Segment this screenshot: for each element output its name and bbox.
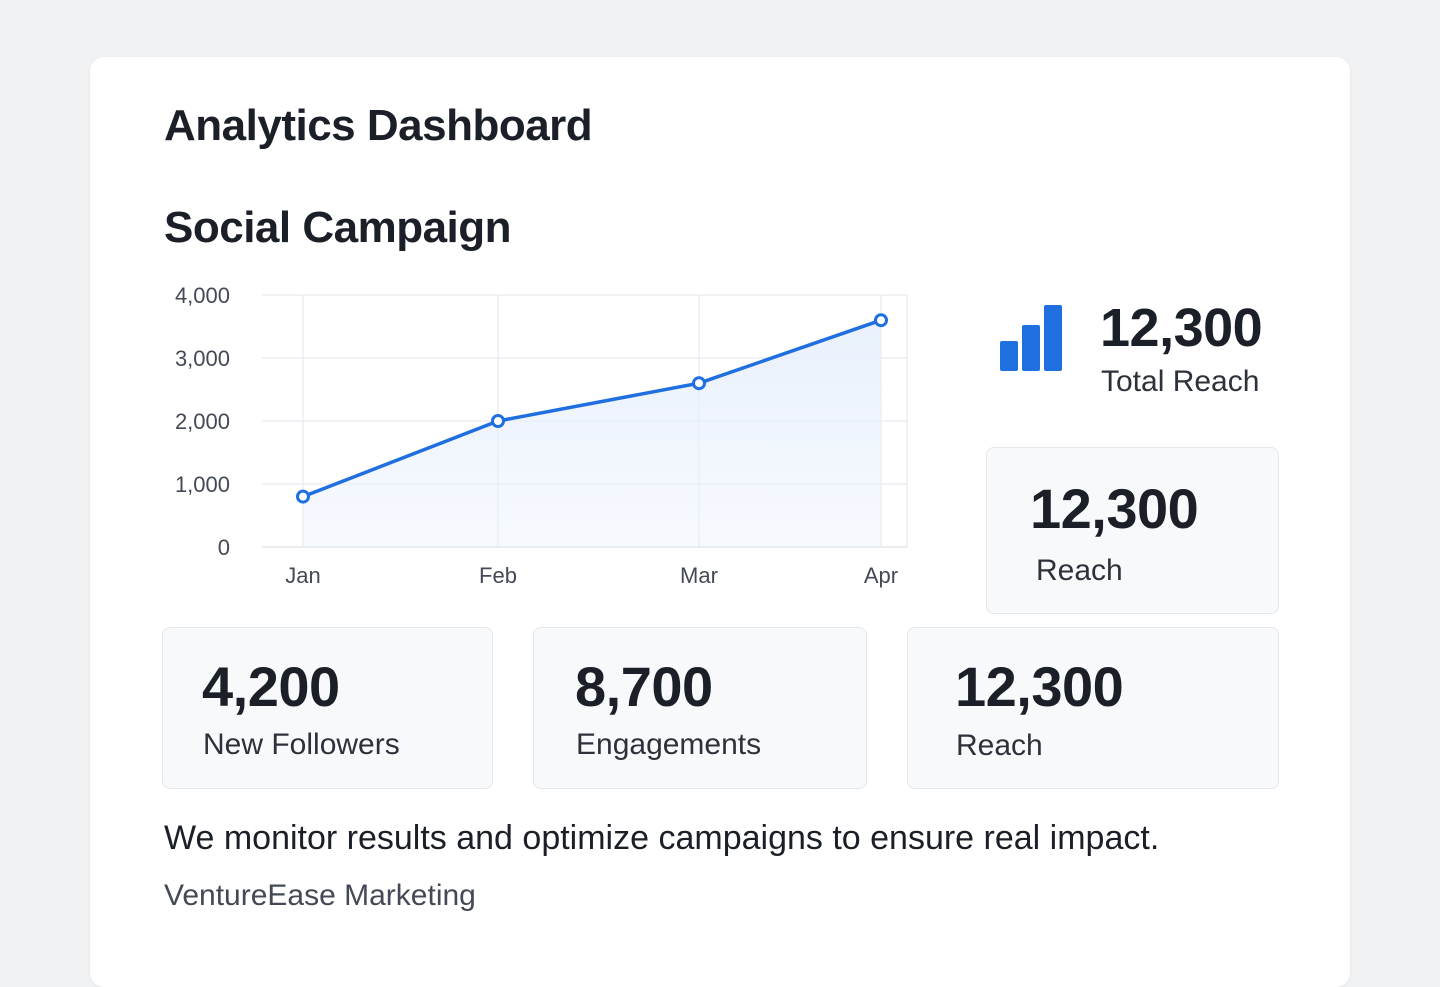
- dashboard-card: Analytics Dashboard Social Campaign 0 1,0…: [90, 57, 1350, 987]
- stat-value: 12,300: [1030, 477, 1199, 540]
- stat-value: 4,200: [202, 655, 340, 718]
- stat-value: 8,700: [575, 655, 713, 718]
- total-reach-value: 12,300: [1100, 298, 1263, 358]
- stat-label: Engagements: [576, 728, 762, 761]
- y-tick-label: 0: [218, 535, 230, 560]
- x-tick-label: Apr: [864, 563, 898, 588]
- x-tick-label: Feb: [479, 563, 517, 588]
- stat-card-reach: 12,300 Reach: [907, 627, 1279, 789]
- total-reach-summary: 12,300 Total Reach: [998, 297, 1298, 407]
- section-title: Social Campaign: [164, 203, 512, 252]
- stat-card-engagements: 8,700 Engagements: [533, 627, 867, 789]
- stat-card-reach-side: 12,300 Reach: [986, 447, 1279, 614]
- stat-label: Reach: [956, 729, 1043, 762]
- series-line: [301, 318, 883, 499]
- y-tick-label: 2,000: [175, 409, 230, 434]
- tagline: We monitor results and optimize campaign…: [164, 819, 1160, 857]
- y-tick-label: 4,000: [175, 283, 230, 308]
- reach-line-chart: 0 1,000 2,000 3,000 4,000 Jan Feb Mar Apr: [150, 279, 920, 599]
- data-point: [692, 376, 706, 391]
- stat-label: New Followers: [203, 728, 400, 761]
- x-tick-label: Jan: [285, 563, 320, 588]
- stat-label: Reach: [1036, 554, 1123, 587]
- y-tick-label: 3,000: [175, 346, 230, 371]
- total-reach-label: Total Reach: [1101, 365, 1260, 398]
- bar-chart-icon: [1000, 305, 1062, 371]
- page-title: Analytics Dashboard: [164, 101, 593, 150]
- brand-name: VentureEase Marketing: [164, 879, 476, 912]
- series-area: [303, 320, 881, 547]
- y-tick-label: 1,000: [175, 472, 230, 497]
- stat-card-new-followers: 4,200 New Followers: [162, 627, 493, 789]
- data-point: [874, 313, 888, 328]
- data-point: [491, 414, 505, 428]
- chart-svg: 0 1,000 2,000 3,000 4,000 Jan Feb Mar Apr: [175, 283, 908, 588]
- stat-value: 12,300: [955, 655, 1124, 718]
- data-point: [296, 489, 310, 504]
- x-tick-label: Mar: [680, 563, 718, 588]
